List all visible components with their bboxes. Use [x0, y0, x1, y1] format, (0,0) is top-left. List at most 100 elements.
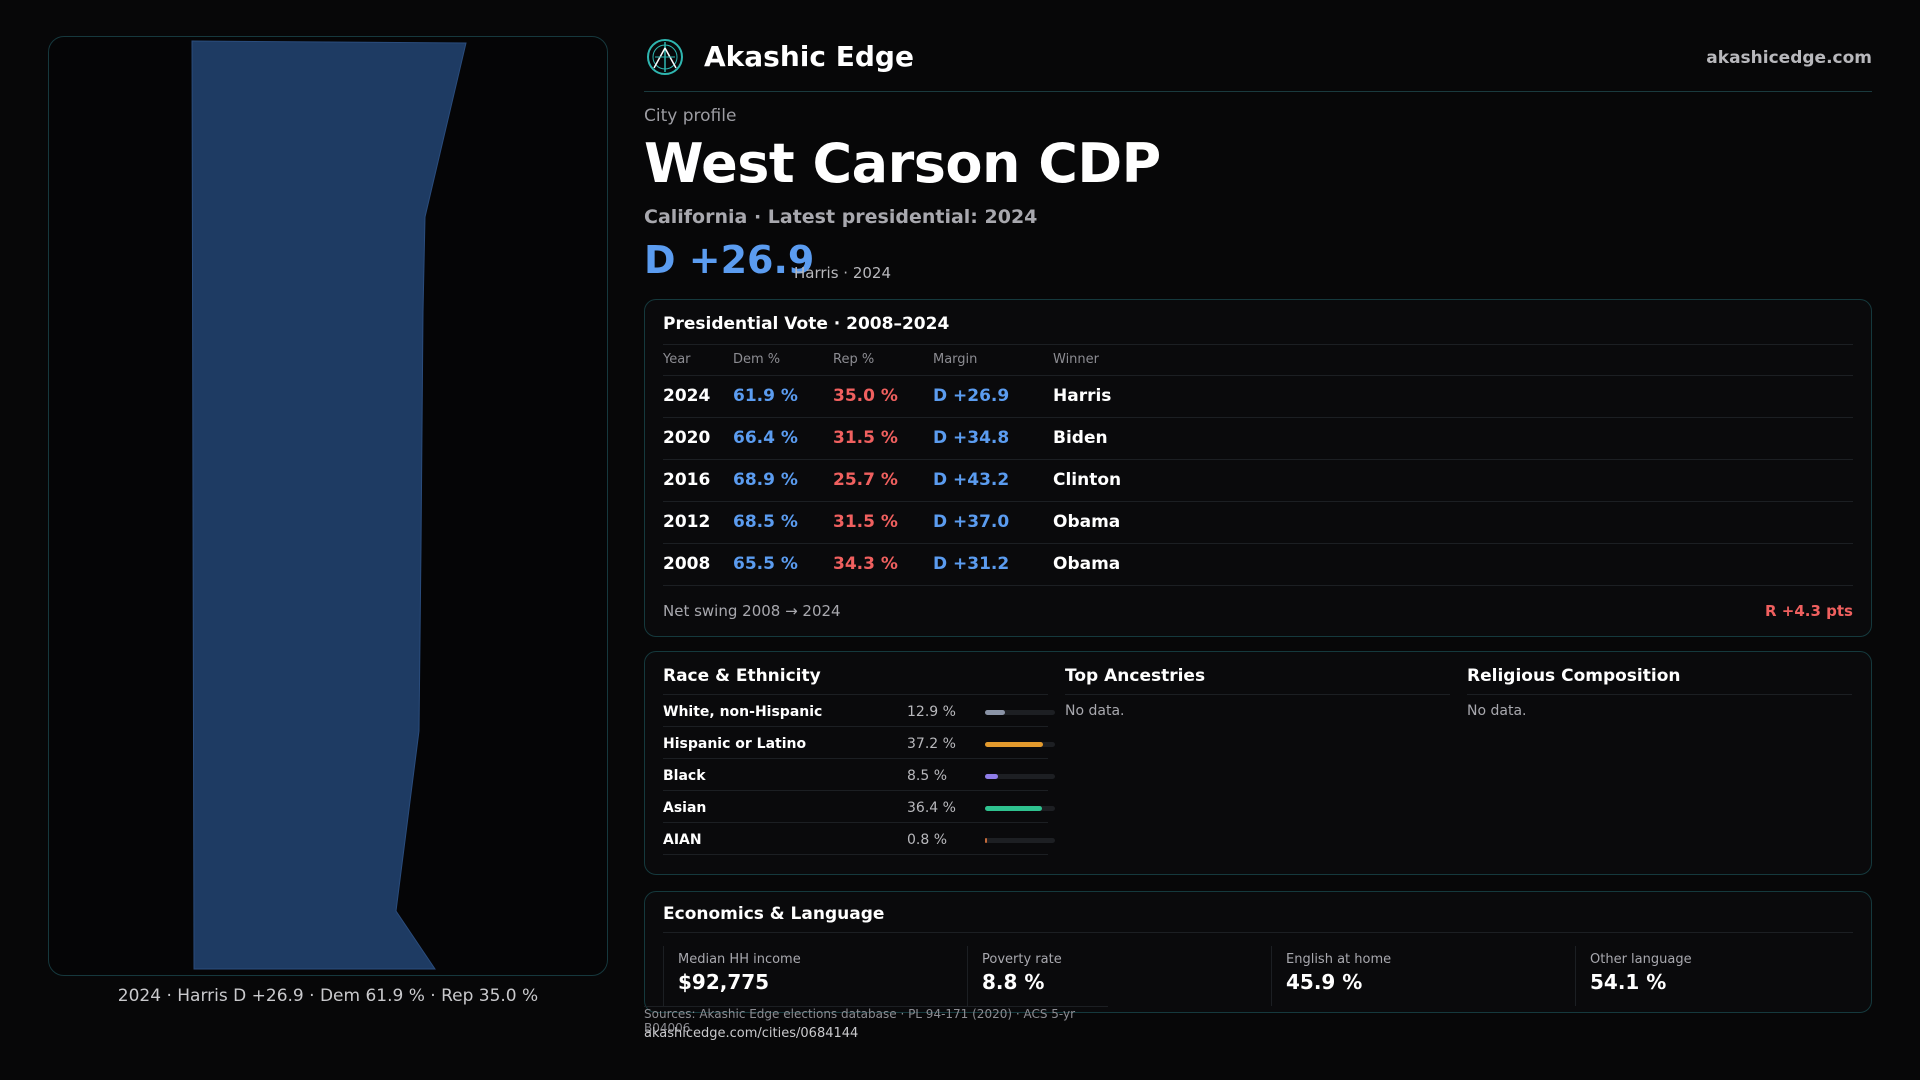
- economics-card: Economics & Language Median HH income $9…: [644, 891, 1872, 1013]
- race-bar-fill: [985, 710, 1005, 715]
- religion-empty-text: No data.: [1467, 703, 1527, 719]
- stat-value: $92,775: [678, 970, 770, 994]
- cell-margin: D +34.8: [933, 428, 1010, 448]
- race-bar-track: [985, 774, 1055, 779]
- page-subtitle: California · Latest presidential: 2024: [644, 206, 1038, 228]
- race-name: Black: [663, 768, 706, 784]
- table-row[interactable]: 2024 61.9 % 35.0 % D +26.9 Harris: [663, 376, 1853, 418]
- compass-emblem-icon: [647, 39, 683, 75]
- map-caption: 2024 · Harris D +26.9 · Dem 61.9 % · Rep…: [117, 986, 539, 1006]
- race-bar-fill: [985, 774, 998, 779]
- sources-note: Sources: Akashic Edge elections database…: [644, 1006, 1108, 1035]
- race-percent: 0.8 %: [907, 832, 948, 848]
- cell-winner: Obama: [1053, 512, 1121, 532]
- cell-dem: 66.4 %: [733, 428, 798, 448]
- stat-poverty-rate: Poverty rate 8.8 %: [967, 946, 1267, 1006]
- stat-value: 45.9 %: [1286, 970, 1363, 994]
- page-title: West Carson CDP: [644, 132, 1161, 195]
- table-row[interactable]: 2008 65.5 % 34.3 % D +31.2 Obama: [663, 544, 1853, 586]
- headline-margin: D +26.9: [644, 238, 815, 282]
- cell-rep: 34.3 %: [833, 554, 898, 574]
- cell-year: 2016: [663, 470, 711, 490]
- net-swing-value: R +4.3 pts: [1765, 602, 1853, 620]
- map-panel[interactable]: [48, 36, 608, 976]
- cell-margin: D +37.0: [933, 512, 1010, 532]
- table-row[interactable]: 2012 68.5 % 31.5 % D +37.0 Obama: [663, 502, 1853, 544]
- page-kicker: City profile: [644, 106, 737, 126]
- list-item: Hispanic or Latino 37.2 %: [663, 727, 1055, 759]
- stat-label: English at home: [1286, 952, 1392, 967]
- race-bar-fill: [985, 838, 987, 843]
- stat-value: 8.8 %: [982, 970, 1045, 994]
- ancestries-section: Top Ancestries No data.: [1065, 666, 1450, 719]
- race-percent: 12.9 %: [907, 704, 956, 720]
- col-header-year: Year: [663, 352, 691, 367]
- economics-card-title: Economics & Language: [663, 904, 885, 924]
- site-link[interactable]: akashicedge.com: [1706, 48, 1872, 68]
- top-bar: Akashic Edge akashicedge.com: [644, 34, 1872, 92]
- cell-dem: 65.5 %: [733, 554, 798, 574]
- race-name: Hispanic or Latino: [663, 736, 807, 752]
- cell-dem: 68.9 %: [733, 470, 798, 490]
- race-bar-track: [985, 742, 1055, 747]
- ancestries-empty-text: No data.: [1065, 703, 1125, 719]
- city-shape-map: [191, 40, 467, 970]
- list-item: Black 8.5 %: [663, 759, 1055, 791]
- race-name: White, non-Hispanic: [663, 704, 823, 720]
- list-item: White, non-Hispanic 12.9 %: [663, 695, 1055, 727]
- headline-margin-note: Harris · 2024: [794, 264, 892, 282]
- stat-value: 54.1 %: [1590, 970, 1667, 994]
- race-section-title: Race & Ethnicity: [663, 666, 1048, 695]
- stat-english-at-home: English at home 45.9 %: [1271, 946, 1571, 1006]
- ancestries-section-title: Top Ancestries: [1065, 666, 1450, 695]
- table-row[interactable]: 2016 68.9 % 25.7 % D +43.2 Clinton: [663, 460, 1853, 502]
- col-header-margin: Margin: [933, 352, 978, 367]
- cell-year: 2024: [663, 386, 711, 406]
- col-header-rep: Rep %: [833, 352, 875, 367]
- cell-winner: Obama: [1053, 554, 1121, 574]
- col-header-winner: Winner: [1053, 352, 1100, 367]
- presidential-vote-card: Presidential Vote · 2008–2024 Year Dem %…: [644, 299, 1872, 637]
- cell-winner: Clinton: [1053, 470, 1122, 490]
- cell-winner: Harris: [1053, 386, 1112, 406]
- cell-rep: 31.5 %: [833, 512, 898, 532]
- stat-median-income: Median HH income $92,775: [663, 946, 963, 1006]
- city-boundary-shape: [191, 40, 467, 970]
- cell-year: 2012: [663, 512, 711, 532]
- col-header-dem: Dem %: [733, 352, 781, 367]
- cell-dem: 68.5 %: [733, 512, 798, 532]
- cell-margin: D +26.9: [933, 386, 1010, 406]
- race-percent: 36.4 %: [907, 800, 956, 816]
- stat-other-language: Other language 54.1 %: [1575, 946, 1875, 1006]
- religion-section: Religious Composition No data.: [1467, 666, 1852, 719]
- stat-label: Poverty rate: [982, 952, 1062, 967]
- demographics-card: Race & Ethnicity White, non-Hispanic 12.…: [644, 651, 1872, 875]
- cell-dem: 61.9 %: [733, 386, 798, 406]
- cell-margin: D +43.2: [933, 470, 1010, 490]
- net-swing-label: Net swing 2008 → 2024: [663, 602, 841, 620]
- race-percent: 8.5 %: [907, 768, 948, 784]
- stat-label: Other language: [1590, 952, 1692, 967]
- divider: [663, 344, 1853, 345]
- stat-label: Median HH income: [678, 952, 801, 967]
- cell-rep: 25.7 %: [833, 470, 898, 490]
- cell-year: 2008: [663, 554, 711, 574]
- divider: [663, 375, 1853, 376]
- race-bar-track: [985, 838, 1055, 843]
- table-row[interactable]: 2020 66.4 % 31.5 % D +34.8 Biden: [663, 418, 1853, 460]
- divider: [663, 932, 1853, 933]
- page-url-link[interactable]: akashicedge.com/cities/0684144: [644, 1026, 859, 1041]
- race-name: Asian: [663, 800, 707, 816]
- cell-winner: Biden: [1053, 428, 1108, 448]
- religion-section-title: Religious Composition: [1467, 666, 1852, 695]
- race-bar-fill: [985, 806, 1042, 811]
- race-name: AIAN: [663, 832, 702, 848]
- cell-rep: 35.0 %: [833, 386, 898, 406]
- cell-year: 2020: [663, 428, 711, 448]
- brand-name[interactable]: Akashic Edge: [704, 40, 914, 73]
- list-item: Asian 36.4 %: [663, 791, 1055, 823]
- cell-margin: D +31.2: [933, 554, 1010, 574]
- race-bar-track: [985, 806, 1055, 811]
- race-bar-fill: [985, 742, 1043, 747]
- race-section: Race & Ethnicity White, non-Hispanic 12.…: [663, 666, 1055, 855]
